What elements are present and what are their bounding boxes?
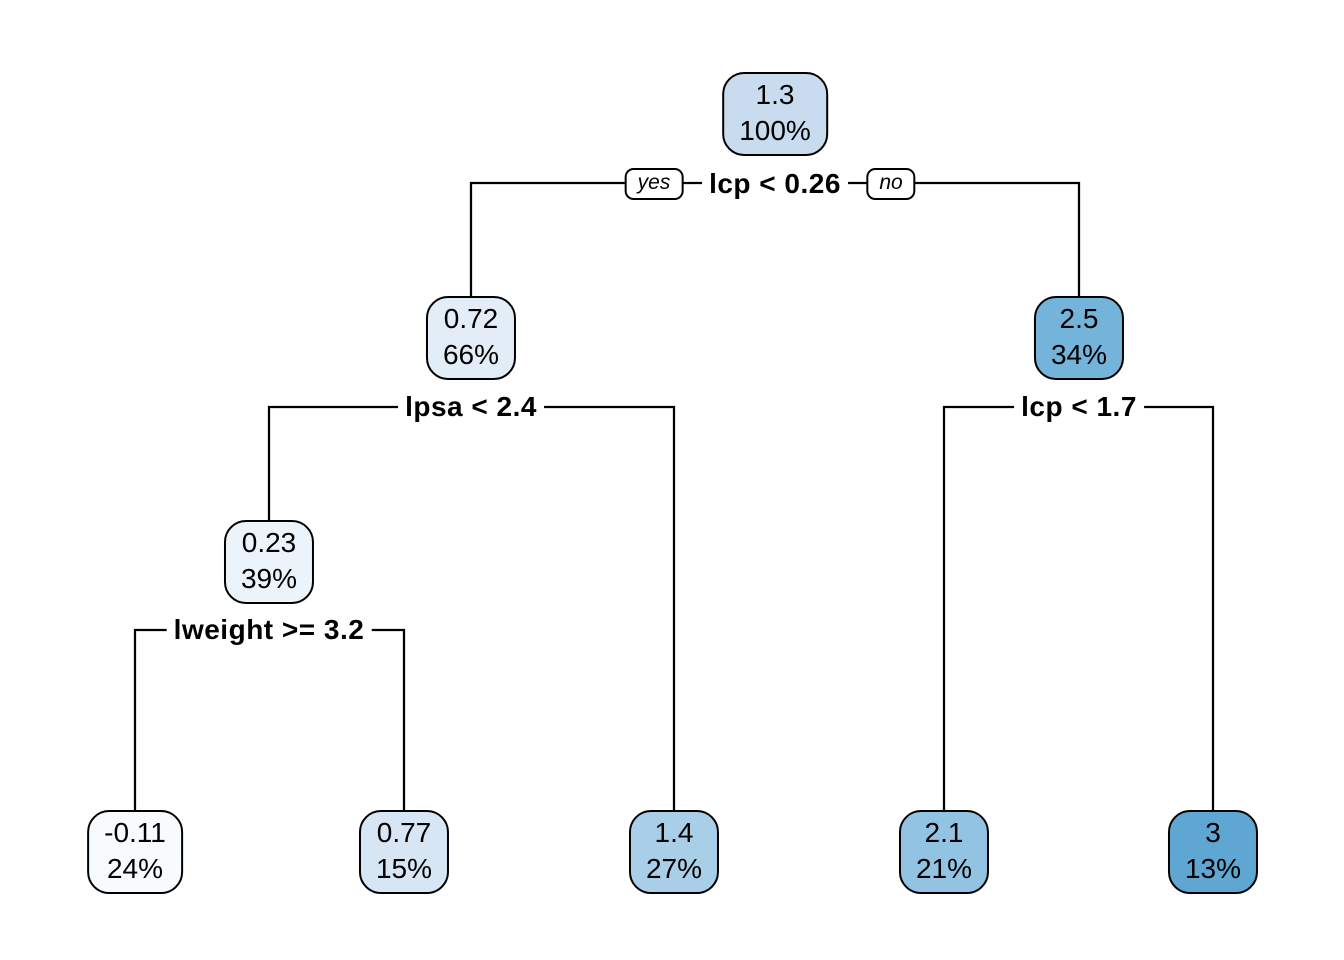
leaf-left-left-no: 0.77 15% xyxy=(358,810,450,894)
no-badge: no xyxy=(866,168,916,200)
node-percent: 27% xyxy=(645,853,703,884)
node-percent: 24% xyxy=(106,853,164,884)
edge-leftleft-subtree xyxy=(133,628,406,810)
node-value: 1.4 xyxy=(654,817,694,848)
node-percent: 66% xyxy=(442,339,500,370)
yes-badge: yes xyxy=(624,168,684,200)
node-value: 2.1 xyxy=(924,817,964,848)
node-left-left: 0.23 39% xyxy=(223,520,315,604)
split-label-left-left: lweight >= 3.2 xyxy=(166,614,372,646)
edge-right-subtree xyxy=(942,405,1215,810)
node-value: 2.5 xyxy=(1059,303,1099,334)
split-label-right: lcp < 1.7 xyxy=(1014,391,1144,423)
node-root: 1.3 100% xyxy=(722,72,828,156)
node-left: 0.72 66% xyxy=(425,296,517,380)
node-percent: 34% xyxy=(1050,339,1108,370)
leaf-left-no: 1.4 27% xyxy=(628,810,720,894)
node-right: 2.5 34% xyxy=(1033,296,1125,380)
node-percent: 15% xyxy=(375,853,433,884)
split-label-root: lcp < 0.26 xyxy=(702,168,848,200)
node-value: 0.72 xyxy=(443,303,499,334)
leaf-left-left-yes: -0.11 24% xyxy=(87,810,183,894)
edge-left-subtree xyxy=(267,405,676,810)
node-value: 0.23 xyxy=(241,527,297,558)
node-value: 0.77 xyxy=(376,817,432,848)
leaf-right-yes: 2.1 21% xyxy=(898,810,990,894)
node-percent: 13% xyxy=(1184,853,1242,884)
node-value: 3 xyxy=(1205,817,1221,848)
node-percent: 100% xyxy=(739,115,811,146)
node-percent: 21% xyxy=(915,853,973,884)
node-value: 1.3 xyxy=(755,79,795,110)
leaf-right-no: 3 13% xyxy=(1167,810,1259,894)
split-label-left: lpsa < 2.4 xyxy=(398,391,544,423)
node-value: -0.11 xyxy=(104,817,166,848)
node-percent: 39% xyxy=(240,563,298,594)
